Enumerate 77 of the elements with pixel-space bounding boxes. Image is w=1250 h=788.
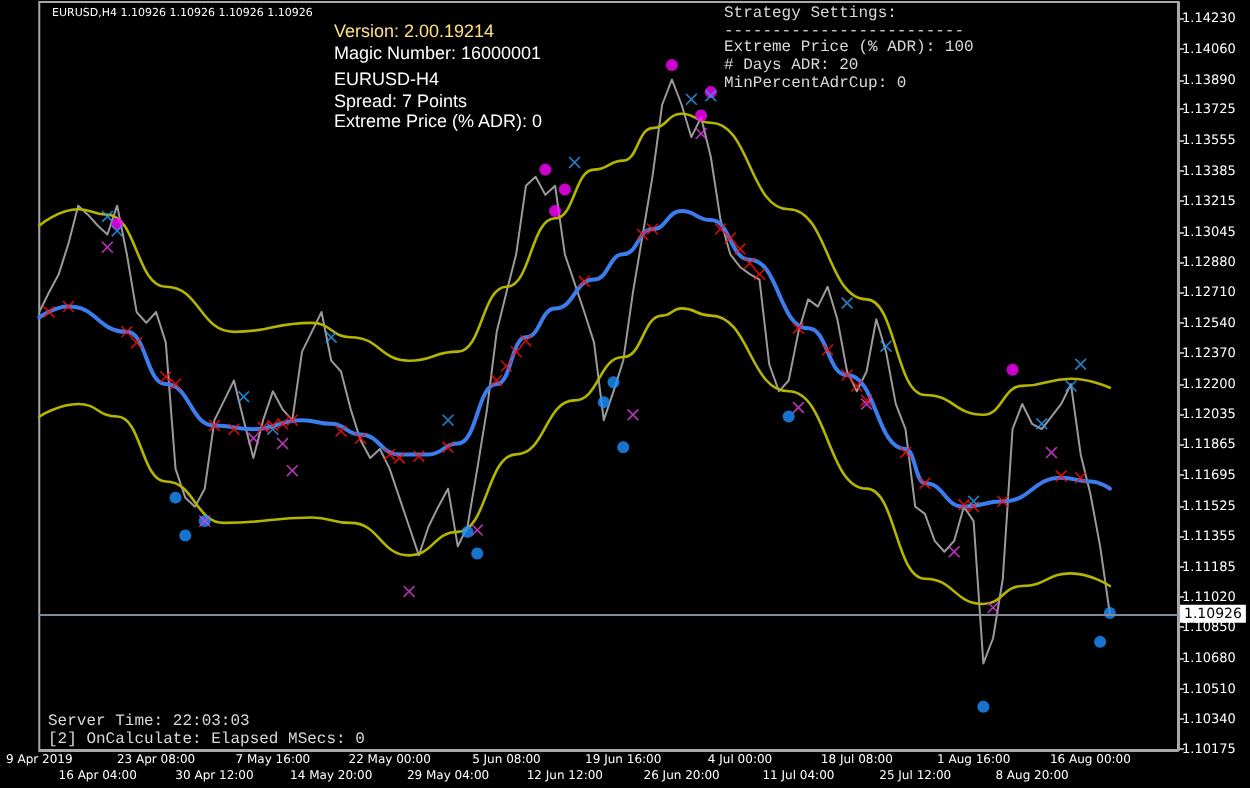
annotation: EURUSD-H4: [334, 69, 440, 89]
point: [665, 59, 678, 72]
point: [276, 417, 289, 430]
point: [62, 300, 75, 313]
point: [286, 414, 299, 427]
point: [1064, 379, 1077, 392]
point: [334, 424, 347, 437]
line-series: [37, 307, 1112, 606]
point: [724, 232, 737, 245]
point: [568, 156, 581, 169]
annotation: Strategy Settings:: [724, 5, 897, 23]
point: [967, 495, 980, 508]
point: [792, 322, 805, 335]
point: [412, 450, 425, 463]
point: [120, 325, 133, 338]
point: [510, 345, 523, 358]
point: [1074, 358, 1087, 371]
point: [685, 93, 698, 106]
point: [607, 376, 620, 389]
line-series: [37, 209, 1112, 509]
point: [1094, 635, 1107, 648]
point: [471, 524, 484, 537]
annotation: Magic Number: 16000001: [334, 43, 542, 63]
point: [578, 275, 591, 288]
point: [996, 495, 1009, 508]
point: [237, 390, 250, 403]
annotation: Server Time: 22:03:03: [48, 713, 251, 731]
point: [461, 525, 474, 538]
annotation: # Days ADR: 20: [724, 57, 859, 75]
annotation: Extreme Price (% ADR): 100: [724, 39, 975, 57]
point: [948, 545, 961, 558]
point: [695, 109, 708, 122]
point: [743, 257, 756, 270]
point: [442, 414, 455, 427]
point: [1074, 471, 1087, 484]
point: [101, 210, 114, 223]
point: [179, 529, 192, 542]
point: [111, 224, 124, 237]
point: [169, 491, 182, 504]
point: [276, 437, 289, 450]
point: [1045, 446, 1058, 459]
point: [977, 700, 990, 713]
point: [918, 477, 931, 490]
point: [325, 331, 338, 344]
annotation: Extreme Price (% ADR): 0: [334, 111, 543, 131]
point: [1035, 417, 1048, 430]
point: [734, 242, 747, 255]
annotation: MinPercentAdrCup: 0: [724, 75, 907, 93]
point: [43, 306, 56, 319]
point: [617, 441, 630, 454]
point: [471, 547, 484, 560]
annotation: Spread: 7 Points: [334, 91, 469, 111]
annotation: -------------------------: [724, 23, 965, 41]
point: [597, 396, 610, 409]
point: [957, 498, 970, 511]
point: [286, 464, 299, 477]
point: [208, 419, 221, 432]
line-series: [37, 112, 1112, 417]
point: [841, 369, 854, 382]
point: [442, 441, 455, 454]
point: [899, 446, 912, 459]
point: [130, 336, 143, 349]
point: [383, 448, 396, 461]
point: [227, 423, 240, 436]
point: [850, 379, 863, 392]
point: [841, 297, 854, 309]
point: [1055, 470, 1068, 483]
annotation: Version: 2.00.19214: [334, 21, 495, 41]
point: [549, 205, 562, 218]
annotation: [2] OnCalculate: Elapsed MSecs: 0: [48, 731, 366, 749]
point: [792, 401, 805, 414]
point: [159, 370, 172, 383]
point: [1006, 363, 1019, 376]
point: [558, 183, 571, 196]
point: [519, 334, 532, 347]
point: [539, 163, 552, 176]
point: [782, 410, 795, 423]
